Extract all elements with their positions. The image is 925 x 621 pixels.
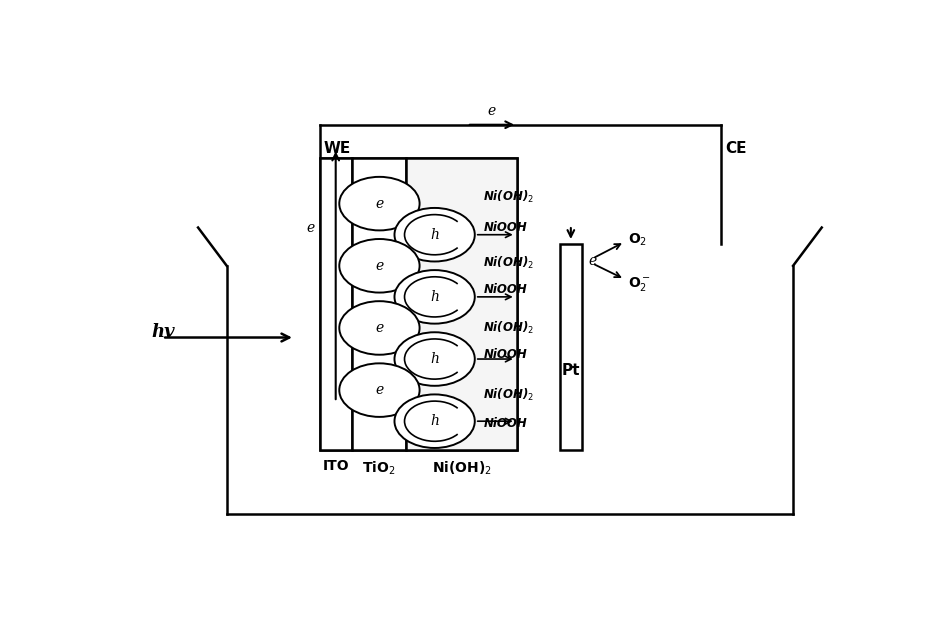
Bar [406, 158, 517, 450]
Text: e: e [589, 254, 597, 268]
Text: e: e [376, 383, 384, 397]
Text: hv: hv [152, 323, 175, 341]
Text: e: e [376, 321, 384, 335]
Text: e: e [376, 259, 384, 273]
Text: O$_2$: O$_2$ [628, 231, 648, 248]
Circle shape [394, 332, 475, 386]
Text: h: h [430, 352, 439, 366]
Text: TiO$_2$: TiO$_2$ [362, 460, 395, 477]
Bar [561, 244, 582, 450]
Text: Ni(OH)$_2$: Ni(OH)$_2$ [432, 460, 492, 477]
Text: e: e [376, 197, 384, 211]
Text: e: e [306, 220, 314, 235]
Text: NiOOH: NiOOH [484, 417, 527, 430]
Text: ITO: ITO [323, 460, 349, 473]
Text: h: h [430, 290, 439, 304]
Circle shape [394, 208, 475, 261]
Text: Ni(OH)$_2$: Ni(OH)$_2$ [484, 255, 535, 271]
Text: Ni(OH)$_2$: Ni(OH)$_2$ [484, 320, 535, 336]
Text: e: e [487, 104, 496, 117]
Circle shape [339, 301, 420, 355]
Text: WE: WE [324, 142, 351, 156]
Circle shape [339, 363, 420, 417]
Bar [320, 158, 352, 450]
Circle shape [394, 394, 475, 448]
Circle shape [339, 177, 420, 230]
Text: Pt: Pt [561, 363, 580, 378]
Text: h: h [430, 228, 439, 242]
Bar [320, 158, 517, 450]
Text: NiOOH: NiOOH [484, 348, 527, 361]
Text: O$_2^-$: O$_2^-$ [628, 275, 651, 293]
Text: NiOOH: NiOOH [484, 221, 527, 234]
Bar [352, 158, 406, 450]
Text: CE: CE [725, 142, 746, 156]
Text: h: h [430, 414, 439, 428]
Text: Ni(OH)$_2$: Ni(OH)$_2$ [484, 387, 535, 403]
Text: NiOOH: NiOOH [484, 283, 527, 296]
Text: Ni(OH)$_2$: Ni(OH)$_2$ [484, 188, 535, 204]
Circle shape [394, 270, 475, 324]
Circle shape [339, 239, 420, 292]
